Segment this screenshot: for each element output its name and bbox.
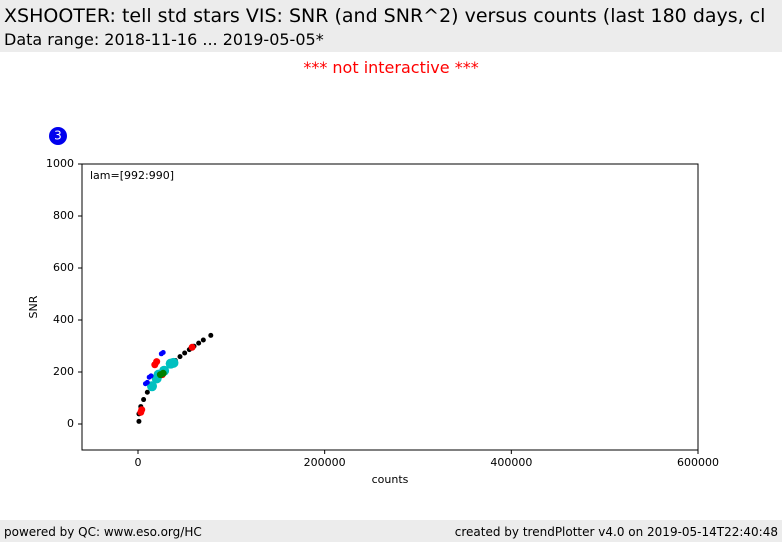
- y-label: SNR: [27, 295, 40, 318]
- point: [182, 350, 188, 356]
- point: [138, 406, 146, 414]
- point: [160, 350, 166, 355]
- x-tick-label: 400000: [490, 456, 532, 469]
- subtitle: Data range: 2018-11-16 ... 2019-05-05*: [4, 30, 324, 49]
- point: [196, 340, 202, 346]
- point: [141, 397, 147, 403]
- x-label: counts: [372, 473, 409, 486]
- x-tick-label: 0: [135, 456, 142, 469]
- badge: [49, 127, 67, 145]
- y-tick-label: 800: [53, 209, 74, 222]
- y-tick-label: 600: [53, 261, 74, 274]
- y-tick-label: 0: [67, 417, 74, 430]
- point: [153, 358, 161, 366]
- point: [208, 332, 214, 338]
- plot-frame: [81, 163, 699, 451]
- point: [177, 354, 183, 360]
- footer-right: created by trendPlotter v4.0 on 2019-05-…: [454, 525, 778, 539]
- point: [200, 337, 206, 343]
- point: [144, 379, 150, 385]
- point: [188, 343, 196, 351]
- badge-label: 3: [54, 129, 62, 143]
- point: [168, 357, 179, 368]
- point: [136, 418, 142, 424]
- note: *** not interactive ***: [303, 58, 479, 77]
- footer-left: powered by QC: www.eso.org/HC: [4, 525, 202, 539]
- header: XSHOOTER: tell std stars VIS: SNR (and S…: [0, 0, 782, 52]
- x-tick-label: 200000: [304, 456, 346, 469]
- footer: powered by QC: www.eso.org/HC created by…: [0, 520, 782, 542]
- point: [144, 389, 150, 395]
- y-tick-label: 200: [53, 365, 74, 378]
- annotation: lam=[992:990]: [90, 169, 174, 182]
- x-tick-label: 600000: [677, 456, 719, 469]
- y-tick-label: 400: [53, 313, 74, 326]
- point: [148, 373, 154, 379]
- point: [147, 381, 157, 392]
- point: [159, 369, 167, 377]
- chart: 3 lam=[992:990] counts SNR 0 200000 400000…: [27, 127, 719, 486]
- y-tick-label: 1000: [46, 157, 74, 170]
- title: XSHOOTER: tell std stars VIS: SNR (and S…: [4, 5, 766, 27]
